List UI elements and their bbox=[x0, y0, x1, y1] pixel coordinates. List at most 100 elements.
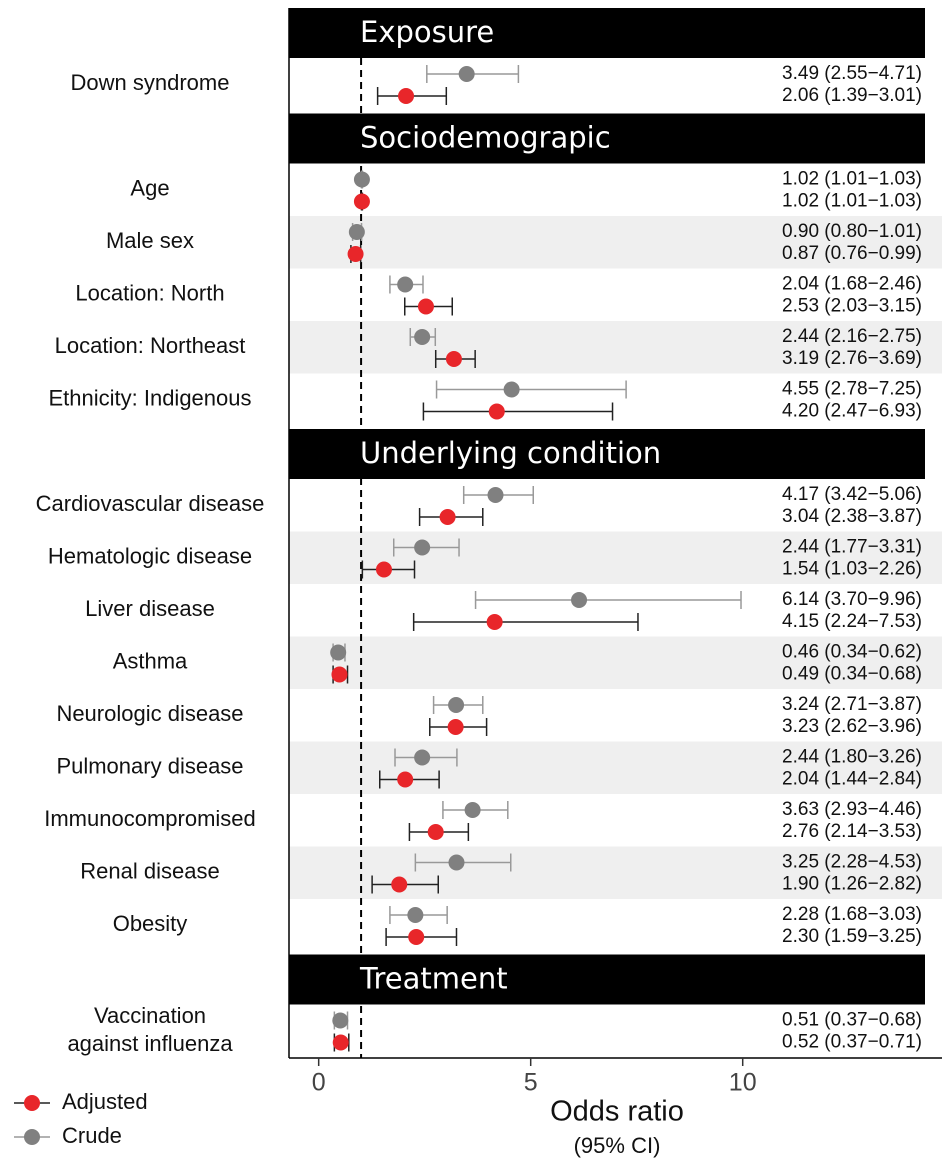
value-label: 0.52 (0.37−0.71) bbox=[782, 1032, 922, 1053]
value-label: 1.54 (1.03−2.26) bbox=[782, 559, 922, 580]
row-band bbox=[289, 373, 942, 426]
row-band bbox=[289, 531, 942, 584]
value-label: 2.44 (2.16−2.75) bbox=[782, 326, 922, 347]
point bbox=[330, 644, 347, 661]
row-band bbox=[289, 899, 942, 952]
row-band bbox=[289, 1004, 942, 1057]
point bbox=[414, 539, 431, 556]
value-label: 0.90 (0.80−1.01) bbox=[782, 221, 922, 242]
value-label: 2.06 (1.39−3.01) bbox=[782, 85, 922, 106]
category-label: Down syndrome bbox=[71, 70, 230, 95]
row-band bbox=[289, 216, 942, 269]
point bbox=[353, 193, 370, 210]
value-label: 2.04 (1.44−2.84) bbox=[782, 769, 922, 790]
section-header: Treatment bbox=[359, 962, 508, 996]
point bbox=[414, 329, 431, 345]
point bbox=[445, 351, 462, 367]
x-axis-note: (95% CI) bbox=[574, 1133, 661, 1158]
point bbox=[458, 66, 475, 82]
row-band bbox=[289, 794, 942, 847]
value-label: 1.02 (1.01−1.03) bbox=[782, 169, 922, 190]
row-band bbox=[289, 58, 942, 111]
value-label: 0.46 (0.34−0.62) bbox=[782, 642, 922, 663]
category-label: Age bbox=[130, 176, 169, 201]
value-label: 3.63 (2.93−4.46) bbox=[782, 799, 922, 820]
value-label: 2.04 (1.68−2.46) bbox=[782, 274, 922, 295]
legend-label: Adjusted bbox=[62, 1089, 148, 1114]
value-label: 3.23 (2.62−3.96) bbox=[782, 716, 922, 737]
category-label: Location: North bbox=[75, 281, 224, 306]
category-label: Renal disease bbox=[80, 859, 219, 884]
point bbox=[427, 824, 444, 840]
value-label: 0.87 (0.76−0.99) bbox=[782, 243, 922, 264]
point bbox=[353, 171, 370, 188]
point bbox=[391, 876, 408, 893]
row-band bbox=[289, 584, 942, 637]
point bbox=[398, 88, 415, 104]
row-band bbox=[289, 689, 942, 742]
row-band bbox=[289, 741, 942, 794]
point bbox=[375, 561, 392, 578]
category-label: Asthma bbox=[113, 649, 188, 674]
row-band bbox=[289, 268, 942, 321]
point bbox=[448, 697, 465, 713]
value-label: 3.19 (2.76−3.69) bbox=[782, 348, 922, 369]
row-band bbox=[289, 321, 942, 374]
value-label: 2.76 (2.14−3.53) bbox=[782, 821, 922, 842]
point bbox=[332, 1034, 349, 1051]
point bbox=[408, 929, 425, 945]
value-label: 4.17 (3.42−5.06) bbox=[782, 484, 922, 505]
value-label: 3.25 (2.28−4.53) bbox=[782, 852, 922, 873]
value-label: 1.02 (1.01−1.03) bbox=[782, 191, 922, 212]
section-header-bg bbox=[289, 954, 925, 1005]
value-label: 2.53 (2.03−3.15) bbox=[782, 296, 922, 317]
category-label: Liver disease bbox=[85, 596, 215, 621]
point bbox=[348, 224, 365, 240]
row-band bbox=[289, 479, 942, 532]
row-band bbox=[289, 163, 942, 216]
point bbox=[487, 487, 504, 503]
category-label: Immunocompromised bbox=[44, 806, 256, 831]
value-label: 6.14 (3.70−9.96) bbox=[782, 589, 922, 610]
value-label: 2.44 (1.77−3.31) bbox=[782, 537, 922, 558]
category-label: Hematologic disease bbox=[48, 544, 252, 569]
category-label: Ethnicity: Indigenous bbox=[48, 386, 251, 411]
legend-marker bbox=[24, 1095, 40, 1111]
category-label: Neurologic disease bbox=[56, 701, 243, 726]
category-label: Male sex bbox=[106, 228, 194, 253]
value-label: 2.30 (1.59−3.25) bbox=[782, 926, 922, 947]
category-label: Obesity bbox=[113, 911, 188, 936]
point bbox=[331, 666, 348, 683]
value-label: 4.20 (2.47−6.93) bbox=[782, 401, 922, 422]
section-header-bg bbox=[289, 429, 925, 479]
x-tick-label: 10 bbox=[729, 1069, 757, 1097]
category-label: Cardiovascular disease bbox=[36, 491, 265, 516]
value-label: 2.44 (1.80−3.26) bbox=[782, 747, 922, 768]
point bbox=[347, 246, 364, 262]
point bbox=[417, 298, 434, 315]
point bbox=[407, 907, 424, 923]
value-label: 0.49 (0.34−0.68) bbox=[782, 664, 922, 685]
value-label: 3.24 (2.71−3.87) bbox=[782, 694, 922, 715]
point bbox=[414, 749, 431, 766]
point bbox=[486, 614, 503, 630]
point bbox=[332, 1012, 349, 1029]
point bbox=[503, 381, 520, 398]
point bbox=[448, 854, 465, 871]
section-header: Underlying condition bbox=[360, 436, 661, 470]
category-label: Pulmonary disease bbox=[56, 754, 243, 779]
point bbox=[571, 592, 588, 608]
row-band bbox=[289, 636, 942, 689]
value-label: 4.55 (2.78−7.25) bbox=[782, 379, 922, 400]
x-tick-label: 0 bbox=[312, 1069, 326, 1097]
section-header: Exposure bbox=[360, 15, 494, 49]
section-header-bg bbox=[289, 113, 925, 164]
point bbox=[439, 509, 456, 525]
category-label: Location: Northeast bbox=[55, 333, 246, 358]
category-label: Vaccination against influenza bbox=[67, 1003, 233, 1056]
value-label: 3.04 (2.38−3.87) bbox=[782, 506, 922, 527]
value-label: 4.15 (2.24−7.53) bbox=[782, 611, 922, 632]
point bbox=[447, 719, 464, 735]
legend-label: Crude bbox=[62, 1123, 122, 1148]
